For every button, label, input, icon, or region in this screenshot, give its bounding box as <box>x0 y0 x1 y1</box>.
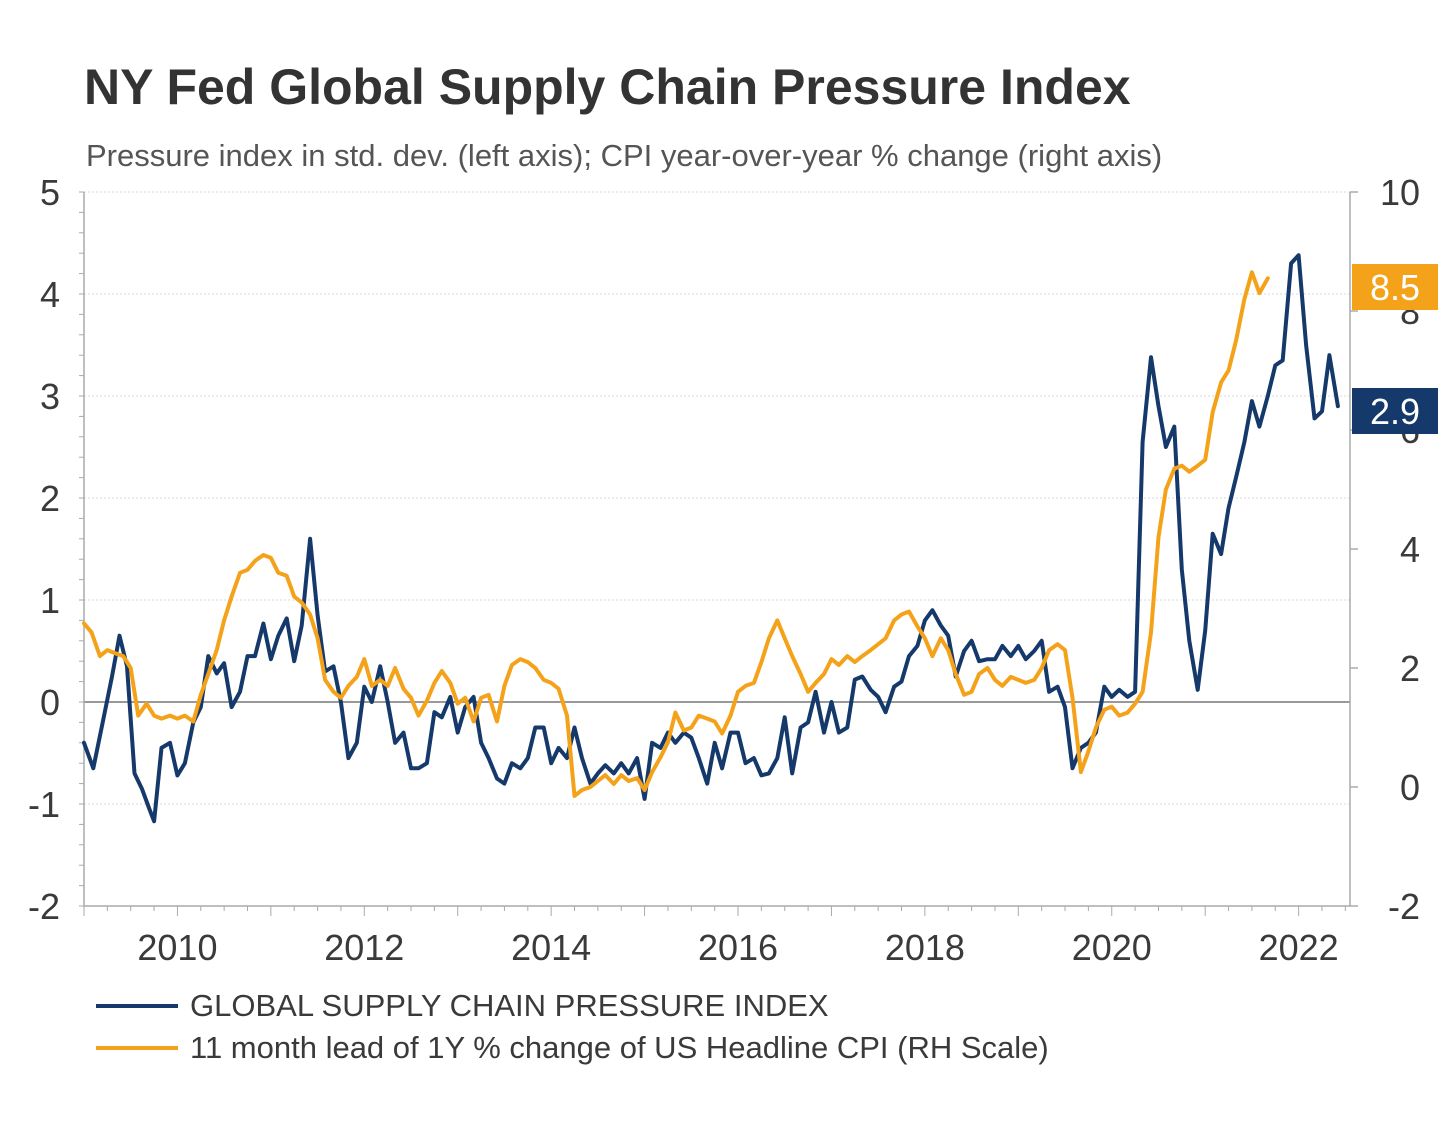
x-tick-label: 2020 <box>1072 927 1152 968</box>
legend-swatch-cpi <box>96 1046 178 1050</box>
x-tick-label: 2018 <box>885 927 965 968</box>
left-tick-label: -1 <box>28 784 60 825</box>
legend-swatch-gscpi <box>96 1004 178 1008</box>
left-tick-label: 5 <box>40 172 60 213</box>
legend: GLOBAL SUPPLY CHAIN PRESSURE INDEX 11 mo… <box>96 985 1049 1069</box>
right-tick-label: 0 <box>1400 767 1420 808</box>
right-tick-label: 4 <box>1400 529 1420 570</box>
series-lines <box>82 253 1340 824</box>
end-label-box-cpi <box>1352 264 1438 310</box>
left-tick-label: 1 <box>40 580 60 621</box>
legend-item-gscpi: GLOBAL SUPPLY CHAIN PRESSURE INDEX <box>96 985 1049 1027</box>
series-line-gscpi <box>82 253 1340 824</box>
end-label-box-gscpi <box>1352 388 1438 434</box>
legend-label-cpi: 11 month lead of 1Y % change of US Headl… <box>190 1030 1049 1065</box>
right-tick-label: 10 <box>1380 172 1420 213</box>
end-label-cpi: 8.5 <box>1370 267 1420 308</box>
left-tick-label: -2 <box>28 886 60 927</box>
chart-title: NY Fed Global Supply Chain Pressure Inde… <box>84 59 1131 115</box>
chart-subtitle: Pressure index in std. dev. (left axis);… <box>86 138 1163 173</box>
right-tick-label: 2 <box>1400 648 1420 689</box>
x-tick-label: 2016 <box>698 927 778 968</box>
x-tick-label: 2022 <box>1259 927 1339 968</box>
legend-label-gscpi: GLOBAL SUPPLY CHAIN PRESSURE INDEX <box>190 988 829 1023</box>
x-tick-label: 2010 <box>137 927 217 968</box>
series-line-cpi <box>82 270 1270 798</box>
right-tick-label: -2 <box>1388 886 1420 927</box>
left-tick-label: 2 <box>40 478 60 519</box>
gridlines <box>84 191 1350 907</box>
legend-item-cpi: 11 month lead of 1Y % change of US Headl… <box>96 1027 1049 1069</box>
axes <box>79 191 1358 916</box>
left-tick-label: 4 <box>40 274 60 315</box>
end-value-labels: 8.5 2.9 <box>1352 264 1438 434</box>
x-tick-label: 2014 <box>511 927 591 968</box>
tick-labels: -2-1012345-20246810201020122014201620182… <box>28 172 1420 968</box>
left-tick-label: 0 <box>40 682 60 723</box>
x-tick-label: 2012 <box>324 927 404 968</box>
left-tick-label: 3 <box>40 376 60 417</box>
end-label-gscpi: 2.9 <box>1370 391 1420 432</box>
